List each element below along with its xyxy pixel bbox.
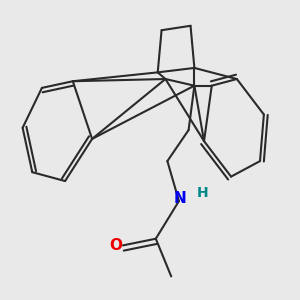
Text: N: N [173, 191, 186, 206]
Text: H: H [196, 186, 208, 200]
Text: O: O [110, 238, 122, 253]
